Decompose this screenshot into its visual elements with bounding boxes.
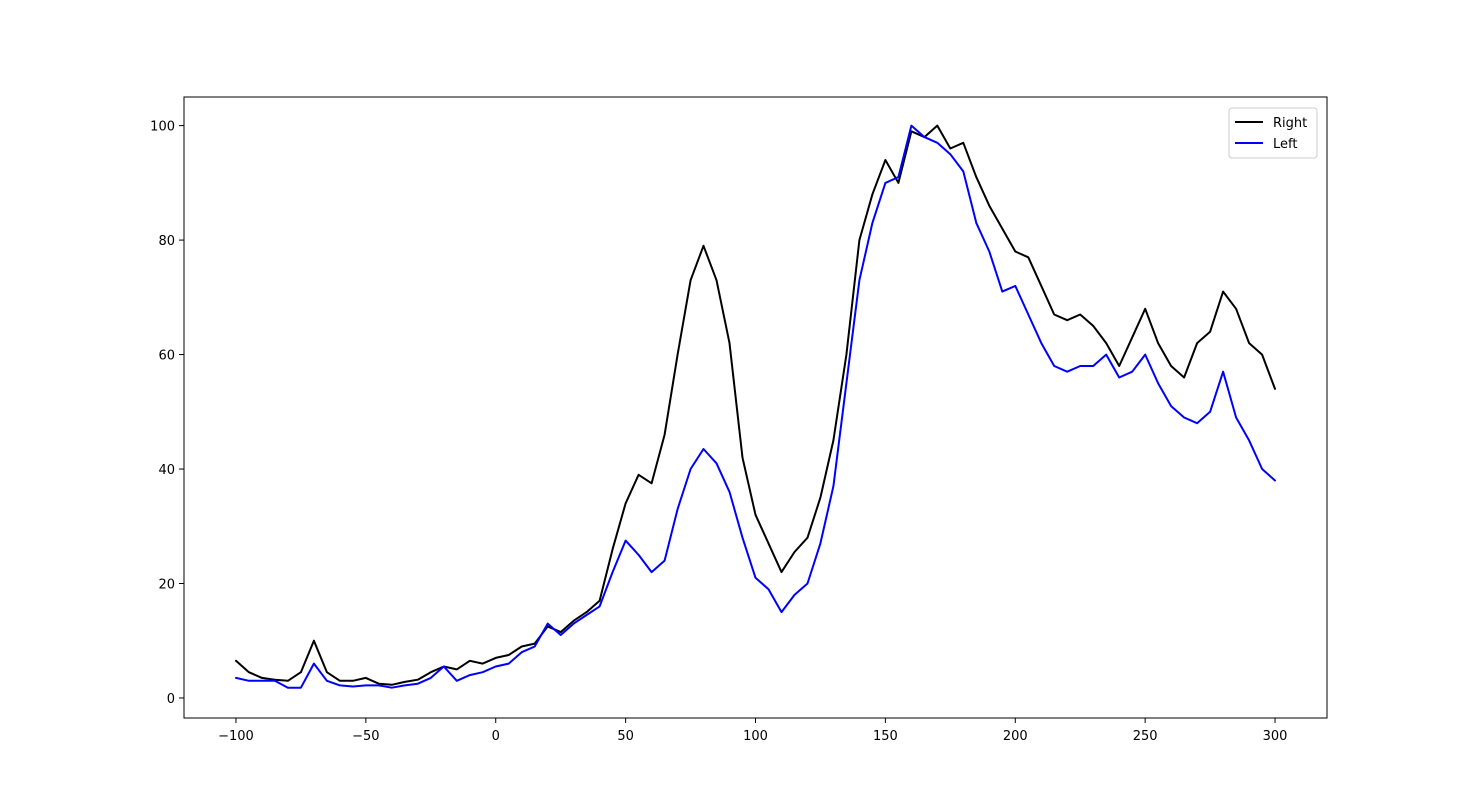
x-axis: −100 −50 0 50 100 150 200 250 300 [218,718,1287,744]
legend: Right Left [1228,107,1318,159]
legend-box [1228,107,1318,159]
legend-label-right: Right [1273,116,1307,131]
x-tick-label: −50 [352,729,379,744]
x-tick-label: 0 [492,729,500,744]
y-tick-label: 0 [167,692,175,707]
x-tick-label: 150 [873,729,898,744]
y-tick-label: 60 [158,349,175,364]
series-line-right [235,124,1276,686]
x-tick-label: 250 [1133,729,1158,744]
y-tick-label: 20 [158,577,175,592]
y-tick-label: 40 [158,463,175,478]
x-tick-label: −100 [218,729,254,744]
y-tick-label: 80 [158,234,175,249]
y-tick-label: 100 [150,120,175,135]
plot-lines [235,124,1276,689]
x-tick-label: 50 [617,729,634,744]
x-tick-label: 200 [1003,729,1028,744]
legend-label-left: Left [1273,137,1297,152]
x-tick-label: 300 [1263,729,1288,744]
series-line-left [235,124,1276,689]
y-axis: 0 20 40 60 80 100 [150,120,184,707]
x-tick-label: 100 [743,729,768,744]
